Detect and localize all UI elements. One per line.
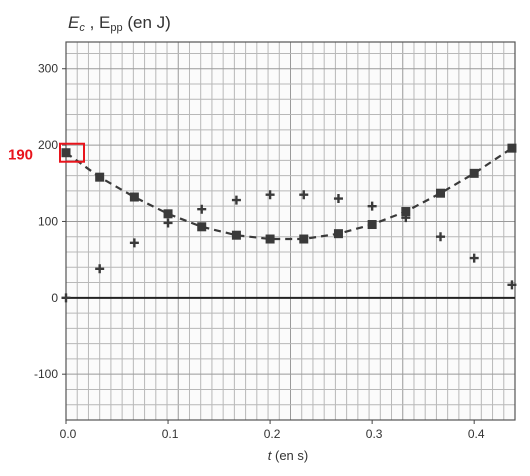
plus-point: [367, 201, 377, 211]
square-point: [469, 168, 479, 178]
square-point: [95, 172, 105, 182]
y-tick-label: 300: [38, 62, 58, 76]
plus-point: [129, 238, 139, 248]
plus-point: [61, 293, 71, 303]
y-tick-label: 0: [51, 291, 58, 305]
y-axis-label: Ec , Epp (en J): [68, 13, 171, 34]
square-point: [129, 192, 139, 202]
plus-point: [299, 190, 309, 200]
square-point: [265, 234, 275, 244]
y-tick-label: 100: [38, 214, 58, 228]
plot-grid: [65, 42, 516, 421]
y-tick-label: -100: [34, 367, 58, 381]
plus-point: [401, 213, 411, 223]
square-point: [507, 143, 517, 153]
x-tick-label: 0.2: [264, 427, 281, 441]
plus-point: [469, 253, 479, 263]
plus-point: [333, 194, 343, 204]
fit-curve-dashed: [65, 147, 513, 241]
x-tick-label: 0.3: [366, 427, 383, 441]
square-point: [436, 188, 446, 198]
plus-point: [163, 218, 173, 228]
x-tick-label: 0.4: [468, 427, 485, 441]
plot-frame: [65, 41, 516, 421]
plus-point: [231, 195, 241, 205]
y-tick-label: 200: [38, 138, 58, 152]
annotation-label: 190: [8, 147, 33, 164]
plus-point: [95, 264, 105, 274]
plus-point: [197, 204, 207, 214]
plus-point: [436, 232, 446, 242]
x-tick-label: 0.0: [60, 427, 77, 441]
x-tick-label: 0.1: [162, 427, 179, 441]
square-point: [299, 234, 309, 244]
square-point: [401, 207, 411, 217]
square-point: [333, 229, 343, 239]
plus-point: [507, 280, 517, 290]
square-point: [367, 220, 377, 230]
x-axis-label: t (en s): [268, 448, 308, 463]
data-series: [61, 143, 517, 303]
annotation-highlight-box: [59, 142, 85, 163]
square-point: [231, 230, 241, 240]
annotation-group: 190: [8, 142, 85, 164]
tick-labels: 300 200 100 0 -100 0.0 0.1 0.2 0.3 0.4: [34, 62, 485, 441]
plus-point: [265, 190, 275, 200]
square-point: [163, 209, 173, 219]
square-point: [197, 222, 207, 232]
square-point: [61, 148, 71, 158]
